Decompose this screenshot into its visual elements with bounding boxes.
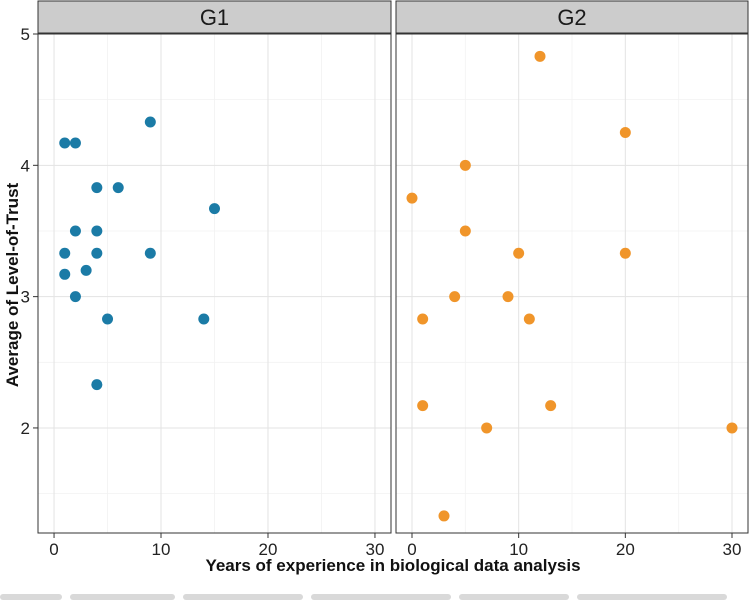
data-point bbox=[102, 313, 114, 325]
data-point bbox=[459, 159, 471, 171]
facet-strip-label: G2 bbox=[557, 5, 586, 30]
y-tick-label: 2 bbox=[21, 419, 30, 438]
data-point bbox=[417, 400, 429, 412]
data-point bbox=[69, 291, 81, 303]
data-point bbox=[459, 225, 471, 237]
x-tick-label: 0 bbox=[407, 540, 416, 559]
facet-strip bbox=[395, 0, 749, 34]
data-point bbox=[545, 400, 557, 412]
data-point bbox=[417, 313, 429, 325]
x-tick-label: 30 bbox=[723, 540, 742, 559]
data-point bbox=[91, 225, 103, 237]
figure-caption bbox=[0, 588, 749, 602]
data-point bbox=[406, 192, 418, 204]
data-point bbox=[69, 225, 81, 237]
x-tick-label: 10 bbox=[509, 540, 528, 559]
data-point bbox=[144, 247, 156, 259]
data-point bbox=[198, 313, 210, 325]
data-point bbox=[502, 291, 514, 303]
facet-panel-g2: G2 0 10 20 30 bbox=[395, 0, 749, 559]
data-point bbox=[59, 137, 71, 149]
x-tick-label: 10 bbox=[152, 540, 171, 559]
y-tick-label: 5 bbox=[21, 25, 30, 44]
data-point bbox=[534, 50, 546, 62]
data-point bbox=[726, 422, 738, 434]
data-point bbox=[438, 510, 450, 522]
data-point bbox=[91, 247, 103, 259]
y-axis-title: Average of Level-of-Trust bbox=[3, 182, 22, 387]
data-point bbox=[523, 313, 535, 325]
data-point bbox=[69, 137, 81, 149]
data-point bbox=[80, 264, 92, 276]
x-axis-title: Years of experience in biological data a… bbox=[205, 556, 580, 575]
data-point bbox=[144, 116, 156, 128]
facet-strip bbox=[37, 0, 392, 34]
data-point bbox=[59, 247, 71, 259]
data-point bbox=[619, 126, 631, 138]
facet-strip-label: G1 bbox=[200, 5, 229, 30]
panel-border bbox=[37, 33, 392, 534]
x-tick-label: 0 bbox=[49, 540, 58, 559]
y-tick-label: 3 bbox=[21, 288, 30, 307]
data-point bbox=[91, 379, 103, 391]
data-point bbox=[59, 268, 71, 280]
facet-panel-g1: G1 0 10 20 30 2 3 4 5 bbox=[21, 0, 392, 559]
data-point bbox=[91, 182, 103, 194]
panel-border bbox=[395, 33, 749, 534]
x-tick-label: 20 bbox=[616, 540, 635, 559]
data-point bbox=[449, 291, 461, 303]
x-tick-label: 30 bbox=[365, 540, 384, 559]
data-point bbox=[619, 247, 631, 259]
data-point bbox=[481, 422, 493, 434]
data-point bbox=[112, 182, 124, 194]
data-point bbox=[513, 247, 525, 259]
y-tick-label: 4 bbox=[21, 156, 30, 175]
data-point bbox=[209, 203, 220, 215]
x-tick-label: 20 bbox=[259, 540, 278, 559]
